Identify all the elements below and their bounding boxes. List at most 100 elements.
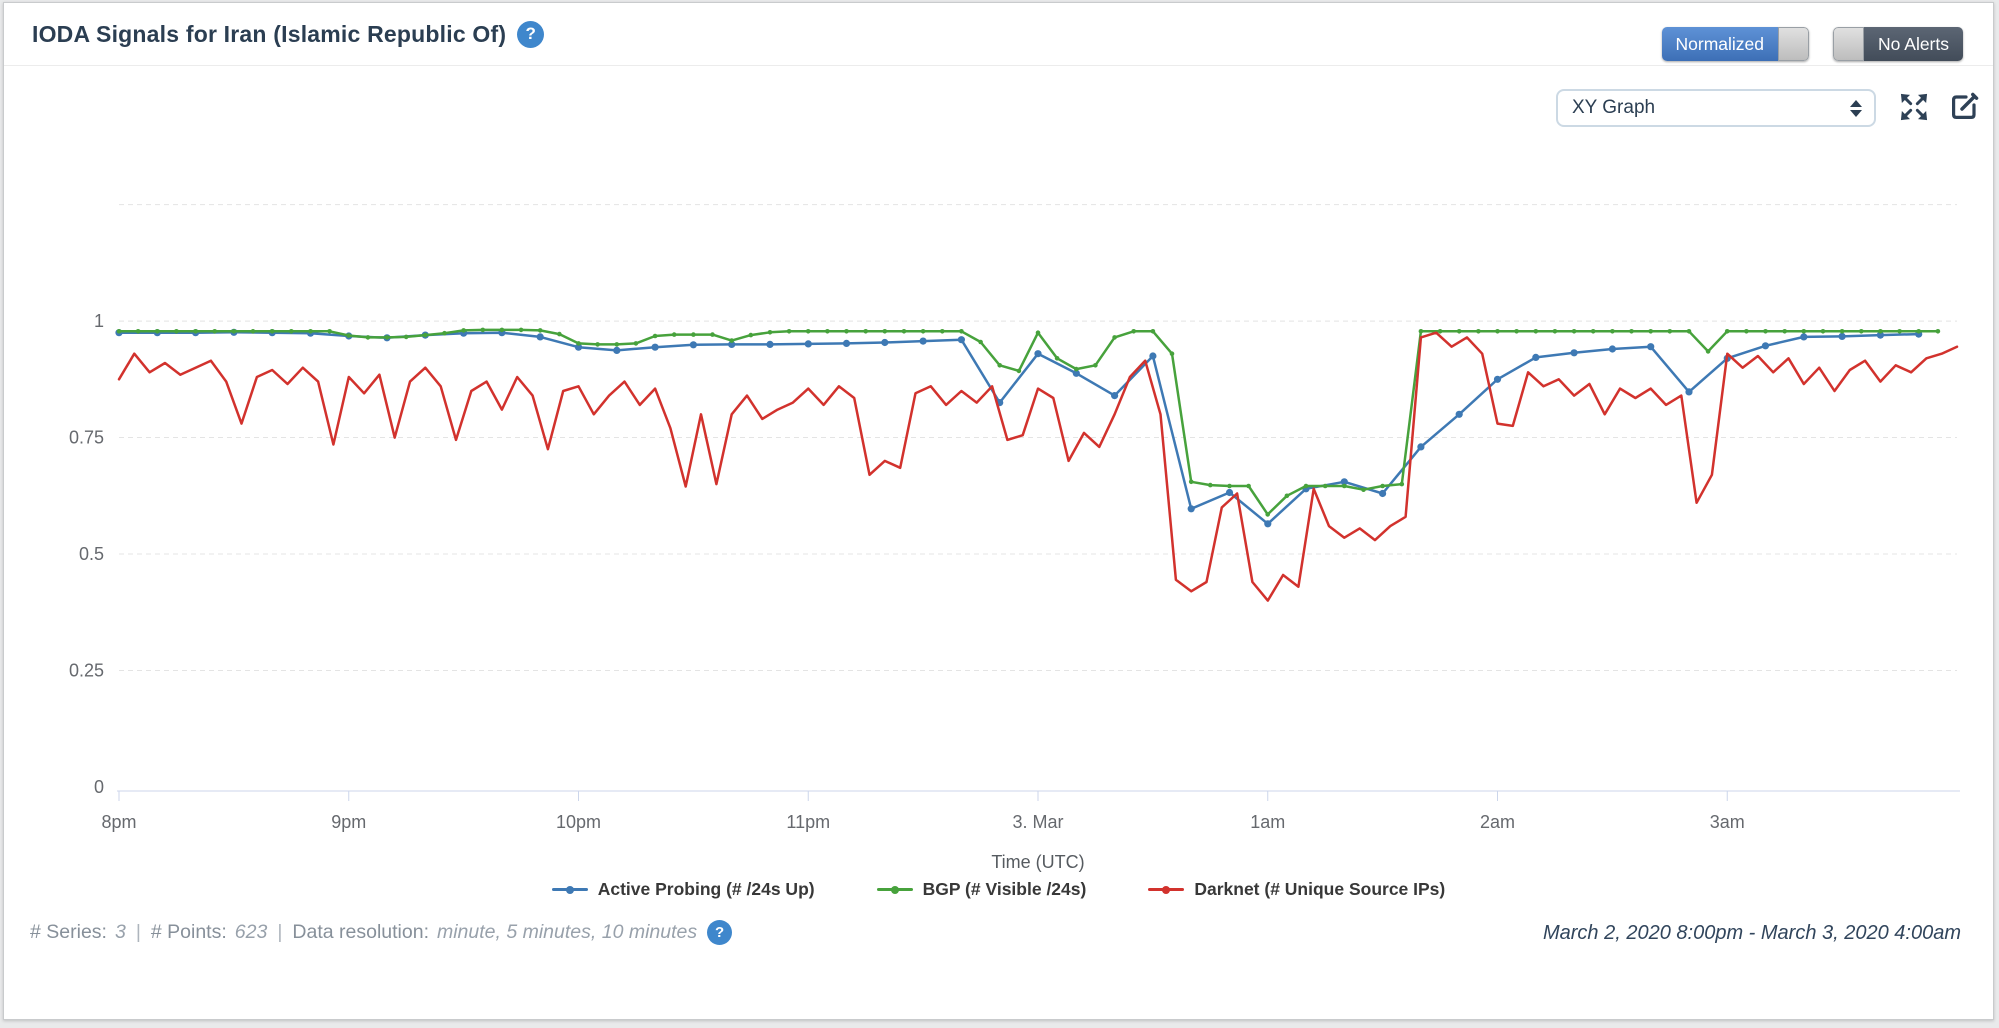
legend-item-darknet[interactable]: Darknet (# Unique Source IPs) [1148, 879, 1445, 900]
series-marker [212, 329, 217, 334]
page-title: IODA Signals for Iran (Islamic Republic … [32, 20, 507, 47]
series-marker [480, 327, 486, 333]
x-axis-tick-label: 9pm [331, 812, 366, 832]
series-marker [1131, 329, 1136, 334]
separator: | [135, 921, 141, 943]
timeseries-chart[interactable]: 0 0.25 0.5 0.75 1 8pm 9pm 10pm 11pm 3. Mar 1am 2am 3… [4, 133, 1999, 873]
series-marker [767, 330, 773, 335]
series-marker [1342, 483, 1347, 489]
series-line-active-probing[interactable] [117, 331, 1920, 526]
series-marker [1685, 388, 1693, 396]
series-marker [1514, 329, 1519, 334]
legend-label: BGP (# Visible /24s) [922, 879, 1087, 899]
x-axis-tick-label: 2am [1480, 812, 1515, 832]
series-marker [1437, 329, 1443, 334]
series-marker [1838, 332, 1846, 340]
series-marker [1072, 369, 1080, 377]
series-marker [403, 334, 409, 340]
series-marker [1417, 443, 1425, 451]
series-marker [920, 329, 926, 334]
series-marker [308, 329, 313, 334]
series-marker [728, 340, 736, 348]
series-marker [1571, 329, 1577, 334]
series-marker [1839, 329, 1845, 334]
series-marker [365, 335, 371, 340]
legend-item-bgp[interactable]: BGP (# Visible /24s) [876, 879, 1087, 900]
x-axis-title: Time (UTC) [991, 852, 1084, 872]
darknet-legend-marker-icon [1148, 885, 1185, 895]
series-marker [250, 329, 256, 334]
series-marker [1533, 329, 1539, 334]
series-marker [231, 329, 237, 334]
series-marker [1878, 329, 1883, 334]
series-marker [997, 363, 1002, 368]
series-marker [155, 329, 160, 334]
separator: | [277, 921, 283, 943]
series-marker [1264, 520, 1272, 528]
series-marker [1570, 349, 1578, 357]
series-marker [1647, 343, 1655, 351]
normalized-toggle[interactable]: Normalized [1661, 27, 1809, 61]
legend-item-active-probing[interactable]: Active Probing (# /24s Up) [551, 879, 815, 900]
series-marker [1455, 410, 1463, 418]
series-marker [1187, 505, 1195, 513]
series-marker [1361, 487, 1366, 493]
series-marker [978, 339, 983, 345]
series-marker [1418, 329, 1424, 334]
series-marker [1476, 329, 1481, 334]
series-marker [346, 333, 352, 338]
series-marker [1667, 329, 1673, 334]
series-marker [1493, 375, 1502, 383]
series-marker [863, 329, 868, 334]
graph-type-select[interactable]: XY Graph [1556, 89, 1876, 127]
chart-stats: # Series: 3 | # Points: 623 | Data resol… [30, 920, 733, 945]
series-marker [959, 329, 964, 334]
no-alerts-toggle[interactable]: No Alerts [1833, 27, 1963, 61]
series-marker [595, 342, 600, 347]
series-marker [651, 343, 659, 351]
series-marker [1608, 345, 1616, 353]
series-marker [881, 338, 889, 347]
title-help-icon[interactable]: ? [517, 20, 545, 48]
expand-icon[interactable] [1898, 91, 1930, 123]
series-marker [499, 327, 505, 333]
series-marker [748, 332, 754, 338]
series-marker [1724, 329, 1730, 334]
y-axis-tick-label: 0.25 [69, 661, 104, 681]
y-axis-tick-label: 1 [94, 311, 104, 331]
x-axis-tick-label: 1am [1250, 812, 1285, 832]
series-line-darknet[interactable] [117, 331, 1959, 602]
series-marker [804, 340, 812, 348]
series-marker [613, 346, 621, 354]
points-count-value: 623 [234, 921, 268, 943]
series-marker [1456, 329, 1462, 334]
series-marker [1897, 329, 1902, 334]
legend-label: Darknet (# Unique Source IPs) [1194, 879, 1446, 899]
series-marker [1227, 483, 1232, 489]
data-resolution-label: Data resolution: [292, 921, 429, 943]
series-marker [1876, 331, 1884, 339]
series-marker [116, 329, 122, 334]
series-marker [1859, 329, 1864, 334]
series-marker [1034, 350, 1042, 358]
series-marker [1629, 329, 1634, 334]
series-marker [1322, 483, 1328, 489]
legend-label: Active Probing (# /24s Up) [597, 879, 815, 899]
series-line-bgp[interactable] [117, 328, 1940, 516]
series-marker [1340, 478, 1348, 486]
series-marker [1782, 329, 1787, 334]
series-marker [1246, 483, 1251, 489]
series-marker [689, 341, 698, 349]
series-marker [1820, 329, 1826, 334]
series-marker [1016, 368, 1022, 374]
edit-icon[interactable] [1948, 91, 1980, 123]
series-marker [174, 329, 179, 334]
series-marker [1686, 329, 1692, 334]
series-marker [652, 333, 658, 339]
series-marker [1552, 329, 1558, 334]
series-marker [1150, 329, 1156, 334]
series-marker [1112, 335, 1117, 340]
normalized-toggle-label: Normalized [1661, 27, 1778, 61]
resolution-help-icon[interactable]: ? [707, 920, 733, 945]
series-marker [957, 336, 966, 344]
